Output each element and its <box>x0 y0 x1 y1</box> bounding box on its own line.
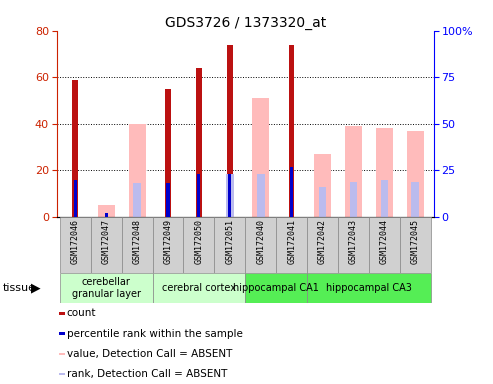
Text: hippocampal CA3: hippocampal CA3 <box>326 283 412 293</box>
Text: rank, Detection Call = ABSENT: rank, Detection Call = ABSENT <box>67 369 227 379</box>
Bar <box>227 45 233 217</box>
Bar <box>307 273 431 303</box>
Bar <box>376 129 393 217</box>
Bar <box>196 68 202 217</box>
Bar <box>369 217 400 273</box>
Bar <box>73 180 77 217</box>
Bar <box>122 217 152 273</box>
Bar <box>350 182 357 217</box>
Text: tissue: tissue <box>2 283 35 293</box>
Bar <box>152 273 246 303</box>
Text: cerebral cortex: cerebral cortex <box>162 283 236 293</box>
Text: GSM172042: GSM172042 <box>318 218 327 264</box>
Bar <box>105 213 107 217</box>
Bar <box>314 154 331 217</box>
Text: ▶: ▶ <box>31 281 41 295</box>
Bar <box>245 273 307 303</box>
Bar <box>245 217 276 273</box>
Bar <box>257 174 265 217</box>
Text: value, Detection Call = ABSENT: value, Detection Call = ABSENT <box>67 349 232 359</box>
Text: GSM172047: GSM172047 <box>102 218 110 264</box>
Text: GSM172040: GSM172040 <box>256 218 265 264</box>
Text: GSM172046: GSM172046 <box>70 218 80 264</box>
Text: GSM172051: GSM172051 <box>225 218 234 264</box>
Bar <box>214 217 245 273</box>
Bar <box>129 124 145 217</box>
Bar <box>407 131 424 217</box>
Bar <box>165 89 171 217</box>
Bar <box>412 182 419 217</box>
Text: cerebellar
granular layer: cerebellar granular layer <box>71 277 141 299</box>
Bar <box>91 217 122 273</box>
Bar <box>289 45 294 217</box>
Bar <box>338 217 369 273</box>
Bar <box>133 184 141 217</box>
Text: GSM172041: GSM172041 <box>287 218 296 264</box>
Bar <box>226 174 234 217</box>
Text: count: count <box>67 308 96 318</box>
Bar <box>167 184 170 217</box>
Text: percentile rank within the sample: percentile rank within the sample <box>67 329 243 339</box>
Text: GSM172044: GSM172044 <box>380 218 389 264</box>
Text: GSM172043: GSM172043 <box>349 218 358 264</box>
Bar <box>152 217 183 273</box>
Bar <box>59 333 65 335</box>
Bar <box>228 174 231 217</box>
Text: GSM172050: GSM172050 <box>194 218 204 264</box>
Bar <box>276 217 307 273</box>
Text: GSM172048: GSM172048 <box>133 218 141 264</box>
Bar <box>400 217 431 273</box>
Bar <box>197 174 201 217</box>
Text: hippocampal CA1: hippocampal CA1 <box>233 283 319 293</box>
Text: GSM172045: GSM172045 <box>411 218 420 264</box>
Bar <box>183 217 214 273</box>
Bar <box>60 217 91 273</box>
Bar <box>72 79 78 217</box>
Bar <box>290 167 293 217</box>
Bar <box>318 187 326 217</box>
Text: GSM172049: GSM172049 <box>164 218 173 264</box>
Title: GDS3726 / 1373320_at: GDS3726 / 1373320_at <box>165 16 326 30</box>
Bar <box>98 205 115 217</box>
Bar <box>60 273 152 303</box>
Bar <box>252 98 269 217</box>
Bar <box>307 217 338 273</box>
Bar <box>59 312 65 314</box>
Bar <box>345 126 362 217</box>
Bar <box>381 180 388 217</box>
Bar <box>59 353 65 355</box>
Bar <box>59 373 65 375</box>
